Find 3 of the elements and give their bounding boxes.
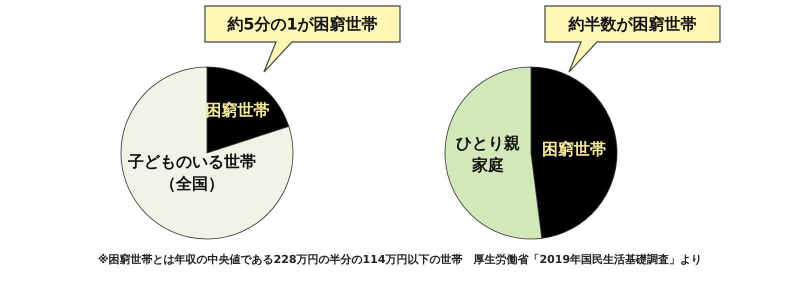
text: ※困窮世帯とは年収の中央値である228万円の半分の114万円以下の世帯 厚生労働省「2019年国民生活基礎調査」より (98, 253, 702, 266)
text: 約5分の1が困窮世帯 (226, 14, 378, 34)
text: 約半数が困窮世帯 (568, 14, 696, 34)
